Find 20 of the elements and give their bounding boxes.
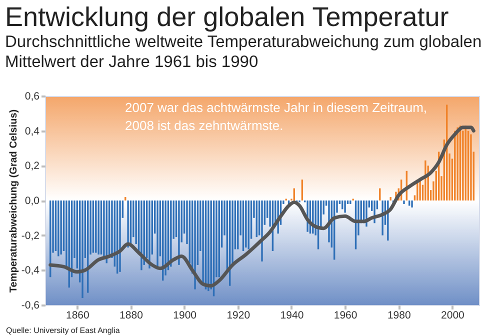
- x-tick-label: 1880: [120, 310, 144, 322]
- y-tick-label: -0,2: [21, 230, 40, 242]
- x-tick-label: 1940: [280, 310, 304, 322]
- y-tick-label: 0,0: [24, 195, 40, 207]
- chart-subtitle: Durchschnittliche weltweite Temperaturabweichung zum globalen Mittelwert der Jahre 1961 bis 1990: [4, 32, 483, 72]
- y-tick-label: 0,4: [24, 125, 40, 138]
- chart-title: Entwicklung der globalen Temperatur: [4, 2, 450, 32]
- x-tick-label: 1980: [387, 310, 411, 322]
- y-tick-label: 0,6: [24, 90, 40, 102]
- x-tick-label: 1860: [66, 310, 90, 322]
- y-tick-label: -0,4: [21, 264, 40, 277]
- annotation: 2007 war das achtwärmste Jahr in diesem Zeitraum, 2008 ist das zehntwärmste.: [125, 100, 428, 133]
- source-note: Quelle: University of East Anglia: [6, 326, 120, 335]
- y-tick-label: -0,6: [21, 300, 40, 312]
- x-tick-label: 2000: [441, 310, 465, 322]
- x-tick-label: 1960: [334, 310, 358, 322]
- x-tick-label: 1920: [226, 310, 250, 322]
- x-tick-label: 1900: [173, 310, 197, 322]
- y-axis-title: Temperaturabweichung (Grad Celsius): [8, 109, 20, 293]
- y-tick-label: 0,2: [24, 160, 40, 172]
